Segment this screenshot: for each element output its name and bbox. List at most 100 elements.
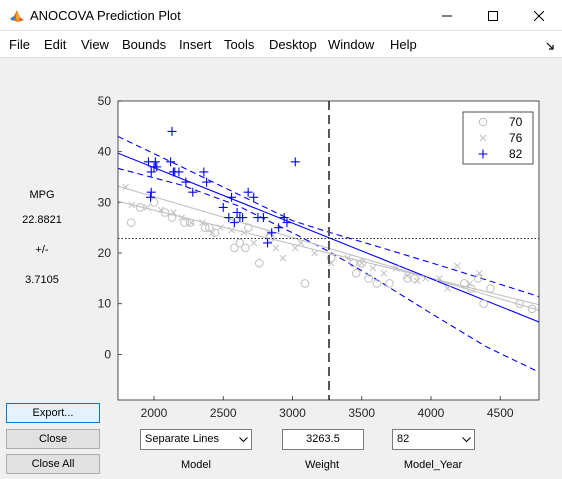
data-point-76 (413, 277, 421, 285)
data-point-82 (238, 213, 248, 223)
menu-view[interactable]: View (81, 37, 109, 52)
fit-line-70 (118, 200, 539, 306)
close-all-button[interactable]: Close All (6, 454, 100, 474)
legend-marker-70 (478, 117, 488, 127)
data-point-82 (258, 213, 268, 223)
data-point-76 (170, 209, 177, 216)
data-point-70 (180, 218, 189, 227)
data-point-70 (200, 223, 210, 232)
x-tick-label: 2000 (141, 406, 168, 418)
data-point-76 (311, 249, 319, 257)
legend-label-76: 76 (509, 131, 523, 145)
x-tick-label: 3500 (348, 406, 375, 418)
data-point-76 (380, 269, 388, 277)
menu-insert[interactable]: Insert (179, 37, 212, 52)
response-value: 22.8821 (22, 214, 62, 226)
model-year-select[interactable]: 82 (392, 429, 475, 450)
data-point-70 (241, 243, 250, 253)
legend-box (462, 111, 534, 165)
data-point-70 (126, 218, 136, 227)
y-tick-label: 40 (98, 145, 112, 159)
data-point-76 (272, 244, 280, 252)
data-point-82 (181, 177, 191, 187)
data-point-70 (486, 284, 495, 293)
data-point-82 (274, 223, 284, 233)
window-title: ANOCOVA Prediction Plot (30, 8, 181, 23)
plus-minus-label: +/- (35, 244, 49, 256)
data-point-76 (157, 206, 165, 214)
data-point-82 (218, 202, 228, 212)
menu-tools[interactable]: Tools (224, 37, 255, 52)
data-point-76 (369, 264, 377, 272)
data-point-70 (243, 223, 253, 232)
data-point-76 (358, 259, 366, 267)
maximize-button[interactable] (470, 0, 516, 31)
dock-arrow-icon[interactable] (546, 39, 554, 53)
data-point-76 (208, 229, 216, 237)
data-point-76 (393, 264, 400, 272)
data-point-76 (143, 204, 151, 211)
data-point-70 (527, 304, 537, 314)
plot-legend[interactable]: 70 76 82 (462, 111, 534, 165)
model-year-select-value: 82 (397, 433, 410, 445)
model-select[interactable]: Separate Lines (140, 429, 252, 450)
interval-value: 3.7105 (25, 274, 59, 286)
data-point-70 (372, 279, 382, 288)
data-point-76 (435, 275, 443, 282)
data-point-70 (349, 258, 358, 268)
data-point-76 (453, 262, 461, 270)
minimize-button[interactable] (424, 0, 470, 31)
data-point-70 (479, 299, 488, 309)
response-label: MPG (29, 189, 55, 201)
data-point-76 (422, 275, 429, 282)
menu-desktop[interactable]: Desktop (269, 37, 317, 52)
data-point-70 (326, 253, 336, 263)
y-tick-label: 50 (98, 94, 112, 108)
data-point-70 (205, 223, 214, 232)
menu-bounds[interactable]: Bounds (122, 37, 167, 52)
data-point-70 (300, 279, 310, 288)
data-point-82 (224, 213, 234, 223)
menu-window[interactable]: Window (328, 37, 375, 52)
data-point-82 (202, 177, 212, 187)
data-point-76 (297, 239, 305, 247)
data-point-76 (217, 224, 224, 232)
data-point-82 (229, 218, 239, 228)
figure-area: MPG 22.8821 +/- 3.7105 2000 2500 3000 3500 4… (0, 57, 562, 479)
data-point-70 (230, 243, 239, 253)
data-point-82 (188, 187, 198, 197)
data-point-82 (279, 213, 289, 223)
close-button[interactable]: Close (6, 429, 100, 449)
data-point-70 (459, 279, 469, 288)
close-window-button[interactable] (516, 0, 562, 31)
data-point-82 (167, 126, 177, 136)
legend-marker-76 (479, 134, 487, 142)
data-point-70 (515, 299, 524, 309)
prediction-plot[interactable]: 2000 2500 3000 3500 4000 4500 0 10 20 30 40 50 70 76… (0, 58, 562, 418)
data-point-82 (243, 187, 253, 197)
maximize-icon (488, 10, 498, 21)
y-tick-label: 0 (104, 347, 111, 361)
data-point-70 (185, 218, 195, 227)
data-point-82 (174, 167, 184, 177)
data-point-76 (188, 219, 195, 226)
data-point-70 (403, 274, 412, 283)
data-point-76 (228, 226, 235, 234)
export-button[interactable]: Export... (6, 403, 100, 423)
model-select-value: Separate Lines (145, 433, 219, 445)
weight-input[interactable]: 3263.5 (282, 429, 364, 450)
data-point-76 (404, 272, 411, 280)
data-point-82 (249, 192, 259, 202)
x-tick-label: 2500 (210, 406, 237, 418)
y-tick-label: 20 (98, 246, 112, 260)
data-point-70 (357, 258, 367, 268)
menu-edit[interactable]: Edit (44, 37, 67, 52)
data-point-82 (232, 207, 242, 217)
data-point-76 (279, 254, 287, 262)
menu-file[interactable]: File (9, 37, 30, 52)
data-point-76 (128, 201, 136, 209)
menu-help[interactable]: Help (390, 37, 417, 52)
menu-bar: File Edit View Bounds Insert Tools Deskt… (0, 31, 562, 57)
title-bar: ANOCOVA Prediction Plot (0, 0, 562, 31)
data-point-82 (227, 192, 237, 202)
